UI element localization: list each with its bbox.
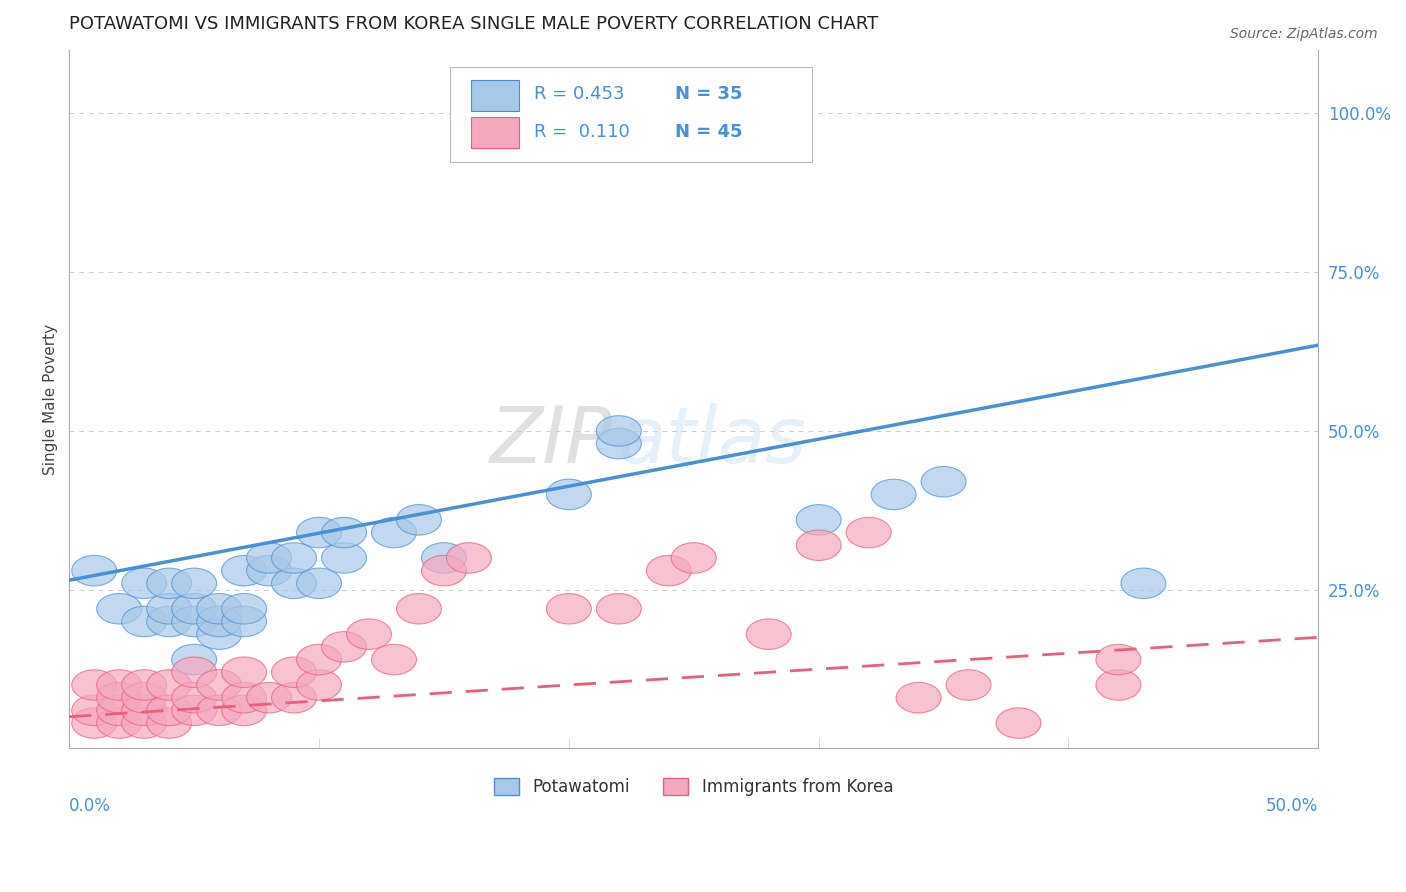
Ellipse shape xyxy=(97,695,142,725)
Ellipse shape xyxy=(222,556,267,586)
Legend: Potawatomi, Immigrants from Korea: Potawatomi, Immigrants from Korea xyxy=(488,772,900,803)
Text: 0.0%: 0.0% xyxy=(69,797,111,815)
Ellipse shape xyxy=(647,556,692,586)
Ellipse shape xyxy=(872,479,917,509)
Ellipse shape xyxy=(547,593,592,624)
Ellipse shape xyxy=(346,619,391,649)
Ellipse shape xyxy=(97,682,142,713)
FancyBboxPatch shape xyxy=(450,67,813,161)
Text: atlas: atlas xyxy=(619,403,807,479)
Ellipse shape xyxy=(946,670,991,700)
Text: N = 35: N = 35 xyxy=(675,85,742,103)
Ellipse shape xyxy=(222,657,267,688)
Ellipse shape xyxy=(322,632,367,662)
Ellipse shape xyxy=(1095,670,1140,700)
Ellipse shape xyxy=(447,542,492,574)
Ellipse shape xyxy=(197,593,242,624)
Text: 50.0%: 50.0% xyxy=(1265,797,1319,815)
Ellipse shape xyxy=(122,568,167,599)
Ellipse shape xyxy=(246,542,291,574)
Bar xyxy=(471,80,519,111)
Ellipse shape xyxy=(271,682,316,713)
Ellipse shape xyxy=(796,530,841,560)
Ellipse shape xyxy=(995,708,1040,739)
Ellipse shape xyxy=(322,517,367,548)
Ellipse shape xyxy=(297,670,342,700)
Ellipse shape xyxy=(297,644,342,675)
Ellipse shape xyxy=(172,657,217,688)
Ellipse shape xyxy=(896,682,941,713)
Ellipse shape xyxy=(246,682,291,713)
Ellipse shape xyxy=(222,682,267,713)
Ellipse shape xyxy=(197,695,242,725)
Ellipse shape xyxy=(271,568,316,599)
Ellipse shape xyxy=(72,670,117,700)
Ellipse shape xyxy=(197,670,242,700)
Ellipse shape xyxy=(72,708,117,739)
Ellipse shape xyxy=(596,593,641,624)
Ellipse shape xyxy=(146,670,191,700)
Text: R =  0.110: R = 0.110 xyxy=(534,122,630,141)
Ellipse shape xyxy=(246,556,291,586)
Ellipse shape xyxy=(172,607,217,637)
Ellipse shape xyxy=(222,695,267,725)
Ellipse shape xyxy=(172,682,217,713)
Ellipse shape xyxy=(921,467,966,497)
Ellipse shape xyxy=(1121,568,1166,599)
Ellipse shape xyxy=(422,556,467,586)
Text: N = 45: N = 45 xyxy=(675,122,742,141)
Ellipse shape xyxy=(146,607,191,637)
Ellipse shape xyxy=(97,708,142,739)
Ellipse shape xyxy=(371,644,416,675)
Ellipse shape xyxy=(322,542,367,574)
Ellipse shape xyxy=(97,670,142,700)
Ellipse shape xyxy=(122,670,167,700)
Ellipse shape xyxy=(596,416,641,446)
Ellipse shape xyxy=(846,517,891,548)
Ellipse shape xyxy=(547,479,592,509)
Ellipse shape xyxy=(297,568,342,599)
Ellipse shape xyxy=(97,593,142,624)
Text: Source: ZipAtlas.com: Source: ZipAtlas.com xyxy=(1230,27,1378,41)
Ellipse shape xyxy=(747,619,792,649)
Ellipse shape xyxy=(222,607,267,637)
Text: R = 0.453: R = 0.453 xyxy=(534,85,624,103)
Ellipse shape xyxy=(122,708,167,739)
Ellipse shape xyxy=(122,695,167,725)
Ellipse shape xyxy=(197,619,242,649)
Ellipse shape xyxy=(396,505,441,535)
Ellipse shape xyxy=(271,542,316,574)
Ellipse shape xyxy=(146,708,191,739)
Ellipse shape xyxy=(1095,644,1140,675)
Ellipse shape xyxy=(146,695,191,725)
Ellipse shape xyxy=(172,644,217,675)
Ellipse shape xyxy=(222,593,267,624)
Y-axis label: Single Male Poverty: Single Male Poverty xyxy=(44,324,58,475)
Ellipse shape xyxy=(172,695,217,725)
Bar xyxy=(471,117,519,148)
Ellipse shape xyxy=(671,542,716,574)
Ellipse shape xyxy=(396,593,441,624)
Ellipse shape xyxy=(371,517,416,548)
Text: POTAWATOMI VS IMMIGRANTS FROM KOREA SINGLE MALE POVERTY CORRELATION CHART: POTAWATOMI VS IMMIGRANTS FROM KOREA SING… xyxy=(69,15,879,33)
Ellipse shape xyxy=(146,593,191,624)
Ellipse shape xyxy=(596,428,641,458)
Ellipse shape xyxy=(146,568,191,599)
Ellipse shape xyxy=(172,593,217,624)
Ellipse shape xyxy=(72,695,117,725)
Ellipse shape xyxy=(122,607,167,637)
Ellipse shape xyxy=(796,505,841,535)
Text: ZIP: ZIP xyxy=(489,403,613,479)
Ellipse shape xyxy=(422,542,467,574)
Ellipse shape xyxy=(72,556,117,586)
Ellipse shape xyxy=(172,568,217,599)
Ellipse shape xyxy=(271,657,316,688)
Ellipse shape xyxy=(122,682,167,713)
Ellipse shape xyxy=(297,517,342,548)
Ellipse shape xyxy=(197,607,242,637)
